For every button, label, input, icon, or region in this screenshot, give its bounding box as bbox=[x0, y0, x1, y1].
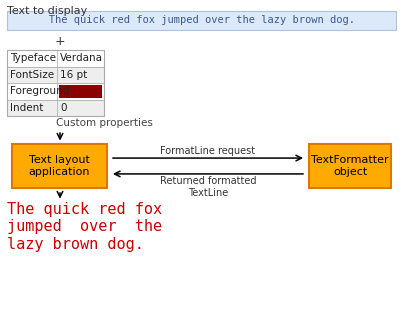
Bar bbox=[7, 50, 104, 116]
Text: +: + bbox=[55, 35, 65, 48]
FancyBboxPatch shape bbox=[7, 11, 396, 30]
Text: FormatLine request: FormatLine request bbox=[160, 146, 256, 156]
Text: 0: 0 bbox=[60, 103, 66, 113]
FancyBboxPatch shape bbox=[309, 144, 391, 188]
Bar bbox=[7, 100, 104, 116]
Bar bbox=[7, 83, 104, 100]
Text: jumped  over  the: jumped over the bbox=[7, 219, 162, 234]
Text: Verdana: Verdana bbox=[60, 53, 103, 63]
Bar bbox=[59, 85, 102, 98]
Text: 16 pt: 16 pt bbox=[60, 70, 87, 80]
Text: Text layout
application: Text layout application bbox=[29, 155, 90, 177]
Text: lazy brown dog.: lazy brown dog. bbox=[7, 237, 144, 252]
Text: The quick red fox: The quick red fox bbox=[7, 202, 162, 217]
Bar bbox=[7, 67, 104, 83]
Text: FontSize: FontSize bbox=[10, 70, 54, 80]
Text: Returned formatted
TextLine: Returned formatted TextLine bbox=[160, 176, 256, 198]
FancyBboxPatch shape bbox=[12, 144, 107, 188]
Text: TextFormatter
object: TextFormatter object bbox=[311, 155, 389, 177]
Text: Typeface: Typeface bbox=[10, 53, 56, 63]
Bar bbox=[7, 50, 104, 67]
Text: Indent: Indent bbox=[10, 103, 44, 113]
Text: Text to display: Text to display bbox=[7, 6, 87, 16]
Text: The quick red fox jumped over the lazy brown dog.: The quick red fox jumped over the lazy b… bbox=[30, 16, 373, 25]
Text: Custom properties: Custom properties bbox=[56, 118, 153, 128]
Text: Foreground: Foreground bbox=[10, 86, 69, 96]
